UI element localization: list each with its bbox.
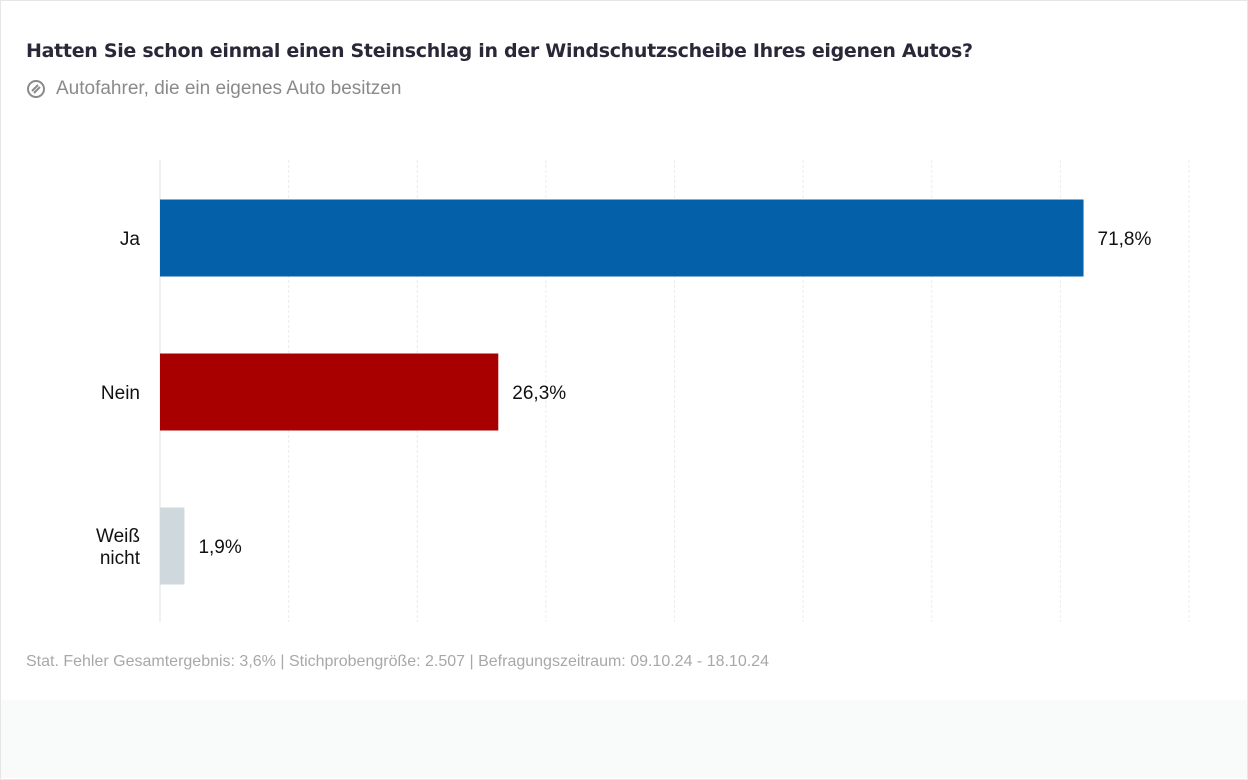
bar [160,353,499,431]
bar [160,199,1084,277]
data-label: 71,8% [1098,229,1152,250]
category-label: Ja [120,229,141,250]
footnote: Stat. Fehler Gesamtergebnis: 3,6% | Stic… [26,653,769,670]
bar [160,507,185,585]
chart-title: Hatten Sie schon einmal einen Steinschla… [26,40,973,62]
category-label: Nein [101,383,140,404]
category-label: nicht [100,548,141,569]
category-label: Weiß [96,526,140,547]
footer-band [1,700,1247,778]
chart-subtitle: Autofahrer, die ein eigenes Auto besitze… [26,78,401,100]
data-label: 1,9% [198,537,241,558]
target-group-icon [27,80,45,98]
data-label: 26,3% [512,383,566,404]
subtitle-text: Autofahrer, die ein eigenes Auto besitze… [56,78,402,99]
